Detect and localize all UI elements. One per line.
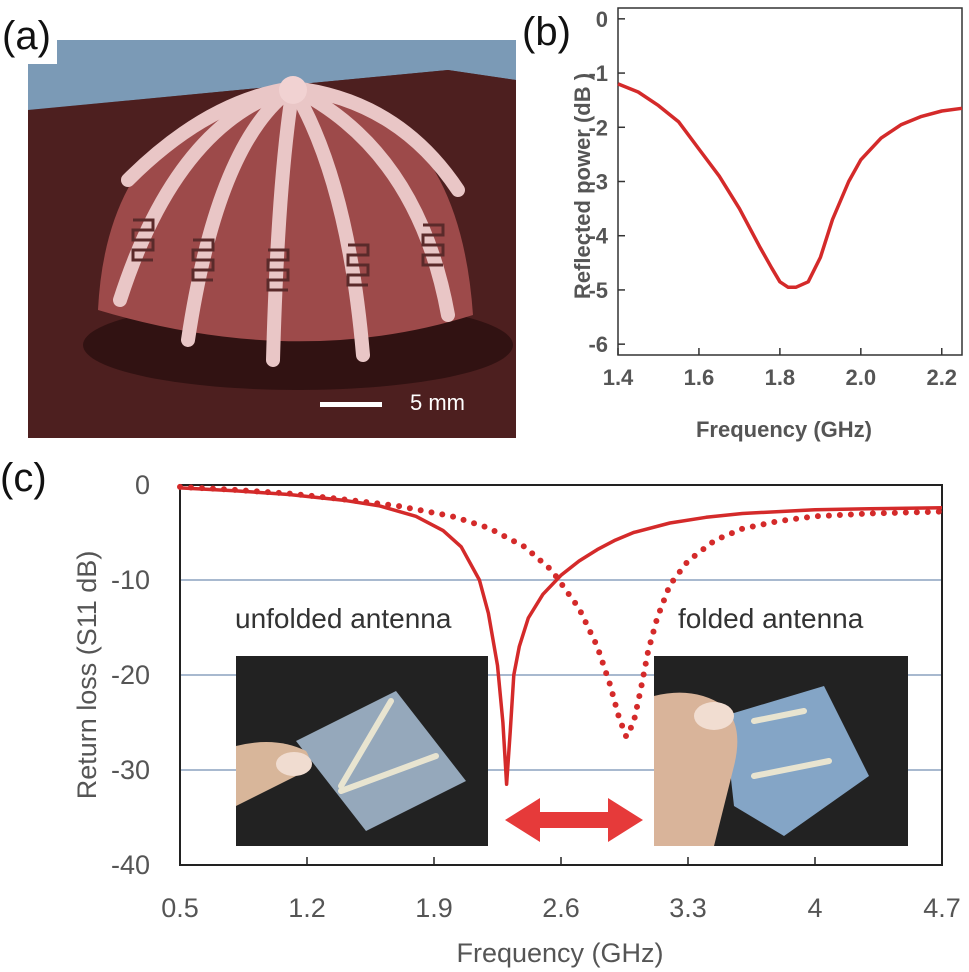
b-x-tick-label: 2.0 xyxy=(846,365,877,390)
b-y-tick-label: -3 xyxy=(588,170,608,195)
chart-c: 0.5 1.2 1.9 2.6 3.3 4 4.7 0 -10 -20 -30 -40 Frequen… xyxy=(72,470,961,968)
c-x-tick-label: 1.2 xyxy=(288,893,326,923)
folded-antenna-photo xyxy=(654,656,908,846)
b-x-tick-label: 2.2 xyxy=(926,365,957,390)
annotation-folded: folded antenna xyxy=(678,603,864,634)
c-x-tick-label: 4 xyxy=(807,893,822,923)
dome-antenna-photo: 5 mm xyxy=(28,40,516,438)
double-arrow-icon xyxy=(505,798,643,842)
c-y-tick-label: 0 xyxy=(135,470,150,500)
c-y-axis-label: Return loss (S11 dB) xyxy=(72,551,102,800)
panel-label-a: (a) xyxy=(0,12,57,64)
b-y-tick-label: -2 xyxy=(588,115,608,140)
c-x-tick-label: 0.5 xyxy=(161,893,199,923)
panel-label-b: (b) xyxy=(522,10,571,54)
dome-antenna-illustration xyxy=(28,40,516,438)
b-y-tick-label: -1 xyxy=(588,61,608,86)
b-x-tick-label: 1.8 xyxy=(765,365,796,390)
c-y-tick-label: -30 xyxy=(111,755,150,785)
b-y-tick-label: 0 xyxy=(596,7,608,32)
c-series-folded-line xyxy=(177,483,945,740)
b-x-tick-label: 1.4 xyxy=(603,365,634,390)
c-y-tick-label: -20 xyxy=(111,660,150,690)
c-y-tick-label: -40 xyxy=(111,850,150,880)
c-x-axis-label: Frequency (GHz) xyxy=(456,938,663,968)
b-x-axis-label: Frequency (GHz) xyxy=(696,417,872,442)
b-plot-frame xyxy=(617,7,963,356)
chart-b: 1.4 1.6 1.8 2.0 2.2 0 -1 -2 -3 -4 -5 -6 Frequency (… xyxy=(570,7,963,442)
scale-bar-label: 5 mm xyxy=(410,390,465,415)
b-y-axis-label: Reflected power (dB ) xyxy=(570,73,595,299)
c-x-tick-label: 4.7 xyxy=(923,893,961,923)
b-y-tick-label: -5 xyxy=(588,278,608,303)
b-x-tick-label: 1.6 xyxy=(684,365,715,390)
panel-label-c: (c) xyxy=(0,456,47,500)
folded-antenna-illustration xyxy=(654,656,908,846)
c-y-tick-label: -10 xyxy=(111,565,150,595)
unfolded-antenna-photo xyxy=(236,656,488,846)
b-series-line xyxy=(617,82,963,289)
c-x-tick-label: 3.3 xyxy=(669,893,707,923)
unfolded-antenna-illustration xyxy=(236,656,488,846)
c-x-tick-label: 1.9 xyxy=(415,893,453,923)
annotation-unfolded: unfolded antenna xyxy=(235,603,452,634)
b-y-tick-label: -6 xyxy=(588,332,608,357)
c-x-tick-label: 2.6 xyxy=(542,893,580,923)
c-series-unfolded-line xyxy=(179,486,943,787)
b-y-tick-label: -4 xyxy=(588,224,608,249)
scale-bar xyxy=(320,402,382,407)
